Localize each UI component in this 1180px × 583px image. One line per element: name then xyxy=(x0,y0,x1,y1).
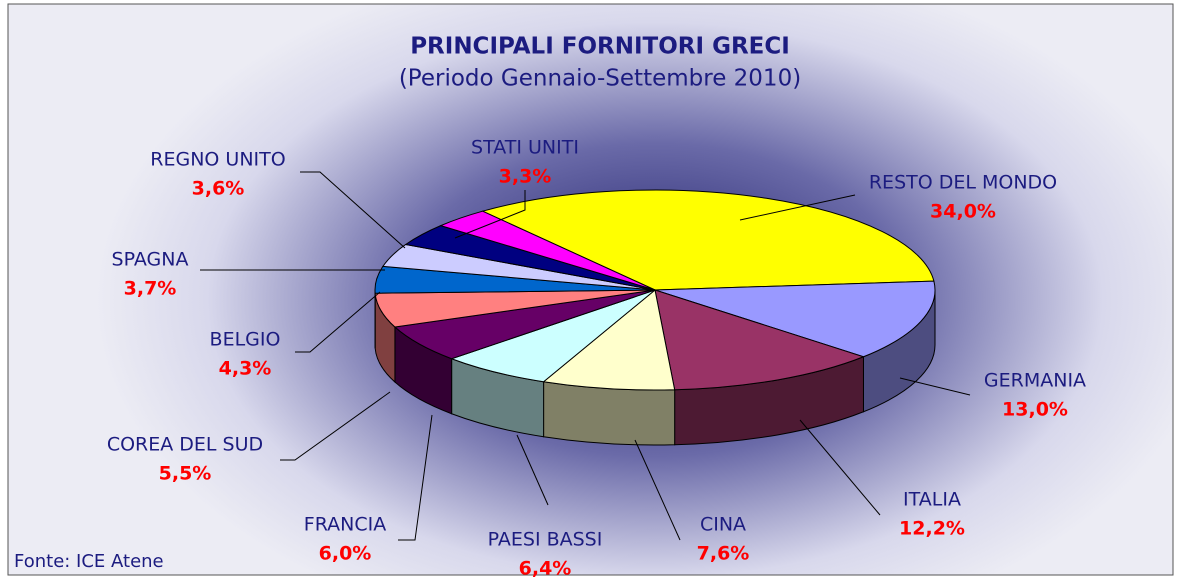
slice-label: SPAGNA xyxy=(112,249,189,271)
value-label: 6,0% xyxy=(319,543,372,565)
value-label: 6,4% xyxy=(519,558,572,580)
value-label: 4,3% xyxy=(219,358,272,380)
slice-label: STATI UNITI xyxy=(471,137,579,159)
slice-label: PAESI BASSI xyxy=(488,529,603,551)
slice-label: BELGIO xyxy=(210,329,281,351)
slice-label: REGNO UNITO xyxy=(150,149,285,171)
value-label: 34,0% xyxy=(930,201,996,223)
source: Fonte: ICE Atene xyxy=(14,551,164,572)
chart-subtitle: (Periodo Gennaio-Settembre 2010) xyxy=(399,66,801,92)
value-label: 7,6% xyxy=(697,543,750,565)
value-label: 3,7% xyxy=(124,278,177,300)
slice-label: RESTO DEL MONDO xyxy=(869,172,1057,194)
value-label: 3,3% xyxy=(499,166,552,188)
value-label: 12,2% xyxy=(899,518,965,540)
slice-label: COREA DEL SUD xyxy=(107,434,263,456)
slice-side xyxy=(544,382,675,445)
slice-label: CINA xyxy=(700,514,746,536)
value-label: 13,0% xyxy=(1002,399,1068,421)
value-label: 5,5% xyxy=(159,463,212,485)
slice-label: FRANCIA xyxy=(304,514,386,536)
value-label: 3,6% xyxy=(192,178,245,200)
slice-label: ITALIA xyxy=(903,489,961,511)
slice-label: GERMANIA xyxy=(984,370,1086,392)
chart-title: PRINCIPALI FORNITORI GRECI xyxy=(410,34,790,60)
